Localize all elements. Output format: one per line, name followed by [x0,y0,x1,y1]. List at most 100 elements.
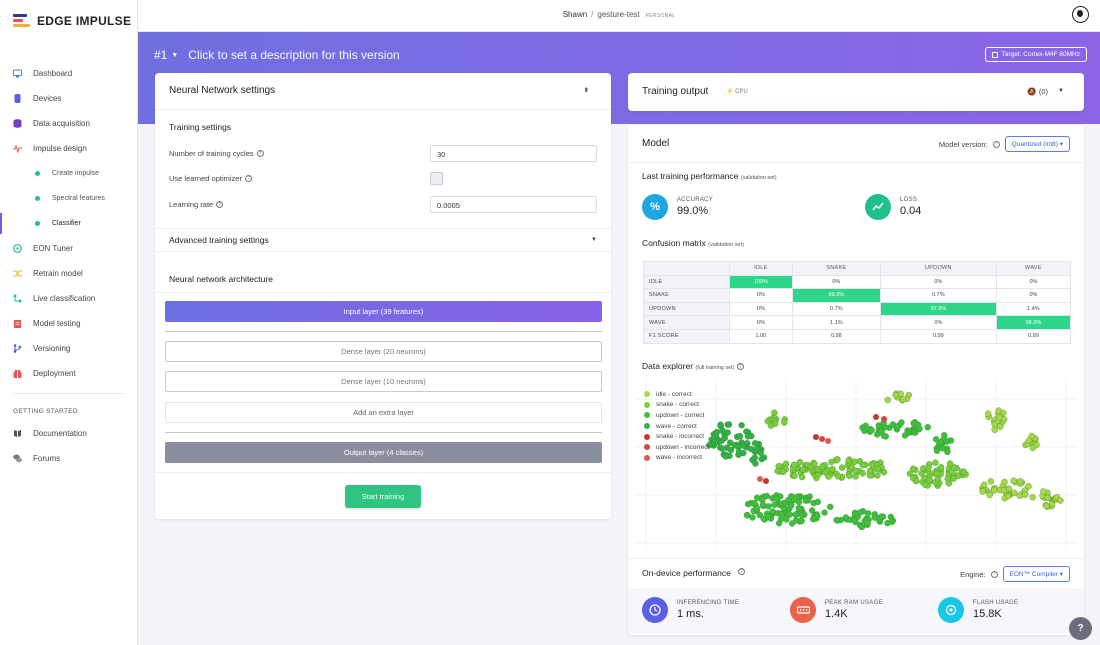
loss-metric: LOSS 0.04 [865,194,921,220]
scatter-point [861,427,868,434]
data-explorer-scatter[interactable] [636,379,1076,549]
help-icon[interactable]: ? [992,140,1000,148]
caret-down-icon[interactable]: ▼ [1058,88,1064,94]
legend-item: snake - correct [644,400,709,411]
model-card: Model Model version: ? Quantized (int8) … [628,125,1084,635]
scatter-point [934,470,941,478]
scatter-point [739,449,747,457]
sidebar-item-eon-tuner[interactable]: EON Tuner [0,236,137,261]
help-icon[interactable]: ? [256,150,264,157]
scatter-point [937,439,944,446]
column-header: IDLE [729,261,793,276]
scatter-point [814,498,822,506]
more-options-icon[interactable]: ••• [581,87,591,91]
learning-rate-input[interactable]: 0.0005 [430,196,597,213]
scatter-point [724,421,731,428]
output-layer-block[interactable]: Output layer (4 classes) [165,442,602,463]
scatter-point [1001,478,1008,486]
sidebar-item-retrain-model[interactable]: Retrain model [0,261,137,286]
scatter-point [889,518,896,526]
learned-optimizer-checkbox[interactable] [430,172,443,185]
dense-layer-block[interactable]: Dense layer (10 neurons) [165,371,602,392]
dense-layer-block[interactable]: Dense layer (20 neurons) [165,341,602,362]
sidebar-item-forums[interactable]: Forums [0,446,137,471]
help-icon[interactable]: ? [736,363,744,371]
legend-swatch [644,423,650,430]
matrix-cell: 0.98 [791,328,881,344]
scatter-point [944,475,951,483]
scatter-point [751,440,759,447]
card-title: Neural Network settings [169,85,276,96]
sidebar-subitem-create-impulse[interactable]: Create impulse [0,161,137,186]
sidebar-subitem-classifier[interactable]: Classifier [0,211,137,236]
scatter-point [710,439,718,446]
training-cycles-input[interactable]: 30 [430,145,597,162]
sidebar: EDGE IMPULSE Dashboard Devices Data acqu… [0,0,138,645]
help-button[interactable]: ? [1069,617,1092,640]
sidebar-item-label: Documentation [33,429,87,438]
scatter-point [758,495,766,503]
scatter-point [987,478,995,485]
scatter-point [864,510,872,517]
scatter-point [875,422,883,429]
scatter-point [783,516,790,523]
scatter-point [790,461,798,469]
add-extra-layer-button[interactable]: Add an extra layer [165,402,602,423]
scatter-point [825,473,832,480]
breadcrumb-user[interactable]: Shawn [562,10,588,19]
scatter-point [1057,497,1064,504]
scatter-point [901,432,909,439]
sidebar-subitem-spectral-features[interactable]: Spectral features [0,186,137,211]
sidebar-item-documentation[interactable]: Documentation [0,421,137,446]
last-training-performance-heading: Last training performance (validation se… [642,171,777,181]
matrix-cell: 0% [729,315,793,330]
sidebar-item-live-classification[interactable]: Live classification [0,286,137,311]
scatter-point [724,429,731,436]
version-selector[interactable]: #1 ▼ Click to set a description for this… [154,48,400,62]
breadcrumb-project[interactable]: gesture-test [597,10,640,19]
advanced-training-settings-toggle[interactable]: Advanced training settings ▼ [155,228,611,252]
help-icon[interactable]: ? [216,201,224,208]
card-header: Neural Network settings ••• [155,73,611,110]
tuner-icon [13,244,22,253]
version-description[interactable]: Click to set a description for this vers… [188,48,400,62]
sidebar-item-impulse-design[interactable]: Impulse design [0,136,137,161]
engine-select[interactable]: EON™ Compiler ▾ [1002,566,1070,582]
help-icon[interactable]: ? [738,568,745,575]
scatter-legend: idle - correct snake - correct updown - … [644,389,709,463]
scatter-point [727,446,735,454]
model-version-select[interactable]: Quantized (int8) ▾ [1004,136,1070,152]
training-output-card[interactable]: Training output ⚡ CPU 🔕 (0) ▼ [628,73,1084,111]
help-icon[interactable]: ? [990,570,998,578]
scatter-point [788,520,796,527]
help-icon[interactable]: ? [244,175,252,182]
scatter-point-incorrect [825,438,831,444]
gift-icon [13,369,22,378]
scatter-point [751,454,759,461]
scatter-point [851,509,859,517]
legend-swatch [644,412,650,419]
sidebar-item-versioning[interactable]: Versioning [0,336,137,361]
scatter-point [769,508,776,515]
sidebar-item-data-acquisition[interactable]: Data acquisition [0,111,137,136]
sidebar-item-label: Forums [33,454,61,463]
notifications-toggle[interactable]: 🔕 (0) [1027,87,1048,96]
sidebar-item-deployment[interactable]: Deployment [0,361,137,386]
confusion-matrix-heading: Confusion matrix (validation set) [642,238,744,248]
live-icon [13,294,22,303]
legend-swatch [644,401,650,408]
scatter-point-incorrect [813,434,819,440]
edge-impulse-logo[interactable]: EDGE IMPULSE [13,14,131,28]
sidebar-item-model-testing[interactable]: Model testing [0,311,137,336]
metric-value: 15.8K [973,608,1002,620]
scatter-point [796,458,804,466]
sidebar-item-dashboard[interactable]: Dashboard [0,61,137,86]
user-avatar[interactable] [1072,6,1089,23]
scatter-point [981,481,988,489]
input-layer-block[interactable]: Input layer (39 features) [165,301,602,322]
scatter-point [1016,478,1024,485]
target-device-button[interactable]: Target: Cortex-M4F 80MHz [984,47,1087,62]
start-training-button[interactable]: Start training [345,485,421,508]
sidebar-item-devices[interactable]: Devices [0,86,137,111]
scatter-point [1028,432,1035,440]
